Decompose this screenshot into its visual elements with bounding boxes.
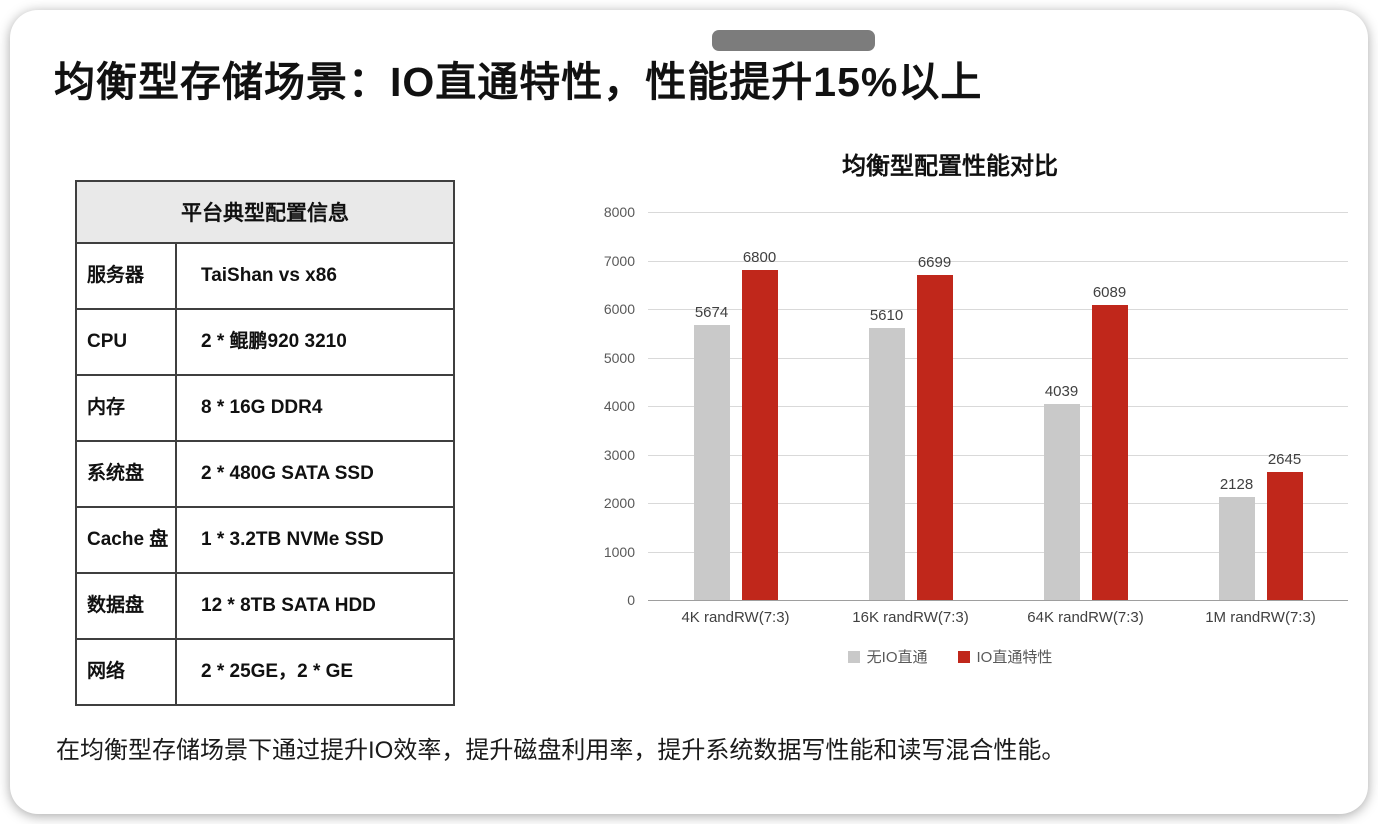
y-tick-label: 1000 (603, 543, 635, 560)
config-table-header: 平台典型配置信息 (77, 182, 453, 244)
table-row-label: 系统盘 (77, 442, 177, 506)
table-row: 服务器 TaiShan vs x86 (77, 244, 453, 310)
bar-value-label: 6699 (917, 254, 952, 272)
bar-group: 5674 6800 4K randRW(7:3) (656, 212, 816, 626)
bar-series-0: 5610 (868, 307, 905, 600)
footnote-text: 在均衡型存储场景下通过提升IO效率，提升磁盘利用率，提升系统数据写性能和读写混合… (56, 737, 1066, 764)
config-table: 平台典型配置信息 服务器 TaiShan vs x86 CPU 2 * 鲲鹏920 3… (75, 180, 455, 706)
bar-series-1: 6089 (1091, 284, 1128, 600)
table-row-value: 2 * 鲲鹏920 3210 (201, 330, 347, 352)
bar-series-0: 5674 (693, 304, 730, 600)
bar-groups: 5674 6800 4K randRW(7:3) 5610 6699 16K randRW… (648, 212, 1348, 626)
legend-swatch-1 (957, 650, 970, 663)
table-row-label: 服务器 (77, 244, 177, 308)
gridline (648, 260, 1348, 262)
legend-swatch-0 (847, 650, 860, 663)
y-tick-label: 4000 (603, 398, 635, 414)
y-tick-label: 2000 (603, 495, 635, 511)
legend-item: 无IO直通 (847, 646, 928, 667)
bar-value-label: 4039 (1044, 383, 1079, 401)
bar-group: 2128 2645 1M randRW(7:3) (1181, 212, 1341, 626)
y-tick-label: 7000 (603, 252, 635, 269)
table-row-value: 8 * 16G DDR4 (201, 396, 323, 418)
bar-series-1: 6699 (916, 254, 953, 600)
y-tick-label: 8000 (603, 204, 635, 220)
legend-label: 无IO直通 (866, 649, 928, 666)
bar-series-1: 2645 (1266, 451, 1303, 600)
bar-group: 5610 6699 16K randRW(7:3) (831, 212, 991, 626)
bar-value-label: 2128 (1219, 475, 1254, 493)
table-row-value: 2 * 25GE，2 * GE (201, 660, 354, 682)
table-row-value: 2 * 480G SATA SSD (201, 462, 374, 484)
table-row-label: 网络 (77, 640, 177, 704)
y-tick-label: 0 (627, 592, 635, 608)
table-row: 系统盘 2 * 480G SATA SSD (77, 442, 453, 508)
chart-legend: 无IO直通 IO直通特性 (600, 646, 1300, 667)
table-row-value: 1 * 3.2TB NVMe SSD (201, 528, 384, 550)
config-table-body: 服务器 TaiShan vs x86 CPU 2 * 鲲鹏920 3210 内存 8 * … (77, 244, 453, 704)
y-tick-label: 3000 (603, 446, 635, 463)
bar-series-1: 6800 (741, 249, 778, 600)
top-drag-handle (712, 30, 875, 51)
bar-value-label: 5610 (869, 306, 904, 324)
table-row-label: 数据盘 (77, 574, 177, 638)
y-tick-label: 6000 (603, 301, 635, 317)
category-label: 64K randRW(7:3) (1027, 609, 1144, 626)
table-row: CPU 2 * 鲲鹏920 3210 (77, 310, 453, 376)
y-tick-label: 5000 (603, 349, 635, 366)
bar-value-label: 6089 (1092, 283, 1127, 301)
gridline (648, 503, 1348, 504)
table-row-value: TaiShan vs x86 (201, 264, 337, 286)
bar-series-0: 4039 (1043, 383, 1080, 600)
chart-y-axis: 0 1000 2000 3000 4000 5000 6000 7000 8000 (555, 204, 635, 608)
category-label: 1M randRW(7:3) (1205, 609, 1316, 626)
bar-series-0: 2128 (1218, 476, 1255, 600)
table-row-value: 12 * 8TB SATA HDD (201, 594, 376, 616)
table-row: Cache 盘 1 * 3.2TB NVMe SSD (77, 508, 453, 574)
gridline (648, 551, 1348, 553)
bar-value-label: 2645 (1267, 450, 1302, 468)
chart-title: 均衡型配置性能对比 (842, 153, 1058, 180)
table-row-label: CPU (77, 310, 177, 374)
slide: 均衡型存储场景：IO直通特性，性能提升15%以上 平台典型配置信息 服务器 Tai… (10, 10, 1368, 814)
bar-value-label: 6800 (742, 249, 777, 267)
category-label: 16K randRW(7:3) (852, 609, 969, 626)
category-label: 4K randRW(7:3) (681, 609, 790, 626)
gridline (648, 454, 1348, 456)
slide-title: 均衡型存储场景：IO直通特性，性能提升15%以上 (54, 59, 983, 105)
table-row: 数据盘 12 * 8TB SATA HDD (77, 574, 453, 640)
bar-value-label: 5674 (694, 303, 729, 321)
gridline (648, 212, 1348, 213)
gridline (648, 406, 1348, 407)
legend-label: IO直通特性 (976, 649, 1053, 666)
table-row: 内存 8 * 16G DDR4 (77, 376, 453, 442)
table-row-label: Cache 盘 (77, 508, 177, 572)
table-row-label: 内存 (77, 376, 177, 440)
table-row: 网络 2 * 25GE，2 * GE (77, 640, 453, 704)
bar-group: 4039 6089 64K randRW(7:3) (1006, 212, 1166, 626)
gridline (648, 309, 1348, 310)
gridline (648, 357, 1348, 359)
chart-plot: 5674 6800 4K randRW(7:3) 5610 6699 16K randRW… (648, 212, 1348, 626)
legend-item: IO直通特性 (957, 646, 1053, 667)
